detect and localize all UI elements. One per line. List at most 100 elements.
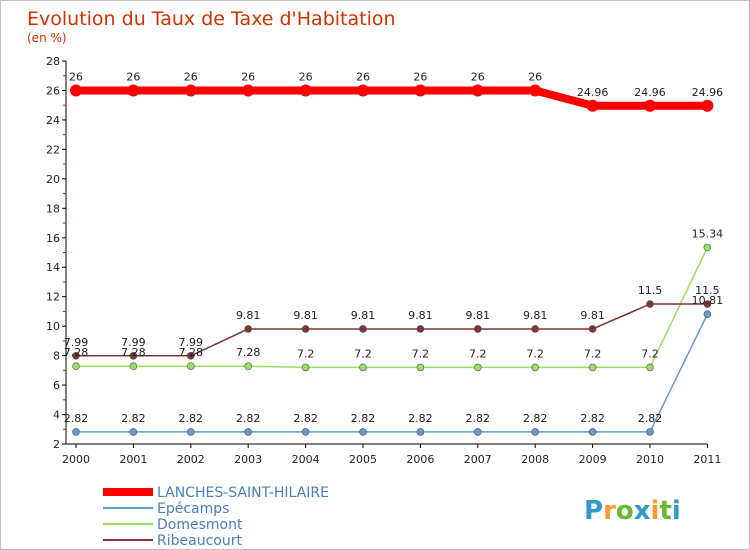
data-label: 24.96: [634, 86, 666, 99]
data-point: [646, 363, 654, 372]
data-label: 9.81: [408, 309, 433, 322]
y-tick-label: 6: [53, 379, 60, 392]
legend-label: Epécamps: [157, 501, 229, 517]
data-label: 2.82: [121, 412, 146, 425]
x-tick-label: 2005: [349, 453, 377, 466]
series-line: [75, 246, 709, 369]
data-label: 7.28: [121, 346, 146, 359]
x-tick-label: 2008: [521, 453, 549, 466]
data-point: [646, 428, 654, 436]
logo-letter: r: [603, 496, 616, 526]
data-label: 15.34: [692, 227, 724, 240]
data-label: 7.28: [179, 346, 204, 359]
legend-label: LANCHES-SAINT-HILAIRE: [157, 485, 329, 501]
data-label: 9.81: [236, 309, 261, 322]
y-tick-label: 12: [46, 291, 60, 304]
data-point: [588, 325, 597, 333]
data-label: 2.82: [466, 412, 491, 425]
data-label: 2.82: [179, 412, 204, 425]
data-label: 2.82: [236, 412, 261, 425]
y-tick-label: 28: [46, 55, 60, 68]
series-ep-camps: [72, 310, 712, 436]
y-tick-label: 22: [46, 143, 60, 156]
y-tick-label: 2: [53, 438, 60, 451]
data-label: 26: [471, 70, 485, 83]
legend-label: Domesmont: [157, 517, 243, 533]
data-label: 2.82: [293, 412, 318, 425]
logo-letter: i: [651, 496, 660, 526]
data-label: 7.2: [469, 347, 487, 360]
data-point: [129, 428, 138, 436]
series-line: [75, 303, 709, 357]
data-label: 2.82: [523, 412, 548, 425]
data-point: [471, 84, 484, 97]
data-point: [703, 300, 712, 308]
data-label: 26: [356, 70, 370, 83]
legend-label: Ribeaucourt: [157, 533, 242, 549]
data-point: [529, 84, 542, 97]
data-point: [531, 428, 540, 436]
data-point: [473, 363, 482, 372]
y-tick-label: 14: [46, 261, 60, 274]
x-tick-label: 2006: [406, 453, 434, 466]
data-point: [473, 428, 482, 436]
chart-subtitle: (en %): [27, 31, 67, 45]
data-point: [242, 84, 255, 97]
data-label: 26: [69, 70, 83, 83]
logo-letter: x: [634, 496, 651, 526]
data-label: 26: [126, 70, 140, 83]
y-tick-label: 10: [46, 320, 60, 333]
data-point: [299, 84, 312, 97]
data-label: 26: [241, 70, 255, 83]
data-point: [359, 428, 367, 436]
data-labels-3: 7.28 7.28 7.28 7.28 7.2 7.2 7.2 7.2 7.2 7.2 7.2 15.…: [64, 227, 723, 360]
data-point: [187, 351, 195, 360]
data-label: 7.2: [641, 347, 659, 360]
data-label: 2.82: [64, 412, 89, 425]
x-tick-label: 2001: [119, 453, 147, 466]
data-point: [703, 243, 712, 252]
data-point: [129, 362, 138, 371]
data-label: 26: [413, 70, 427, 83]
data-point: [127, 84, 140, 97]
chart-title: Evolution du Taux de Taxe d'Habitation: [27, 8, 396, 30]
data-label: 7.99: [179, 336, 204, 349]
data-point: [701, 99, 714, 112]
data-point: [244, 362, 252, 371]
data-label: 7.99: [121, 336, 146, 349]
data-point: [72, 351, 80, 360]
logo-letter: i: [672, 496, 681, 526]
x-tick-label: 2003: [234, 453, 262, 466]
data-point: [129, 351, 138, 360]
data-label: 7.2: [584, 347, 602, 360]
data-point: [586, 99, 599, 112]
series-line: [72, 86, 712, 110]
x-tick-label: 2004: [292, 453, 320, 466]
data-label: 26: [299, 70, 313, 83]
data-point: [646, 300, 654, 308]
y-tick-label: 16: [46, 232, 60, 245]
data-point: [357, 84, 369, 97]
data-label: 9.81: [351, 309, 376, 322]
data-label: 2.82: [580, 412, 605, 425]
data-point: [414, 84, 427, 97]
y-tick-label: 4: [53, 409, 60, 422]
data-point: [416, 363, 425, 372]
data-point: [244, 325, 252, 333]
data-label: 7.28: [236, 346, 261, 359]
logo-letter: P: [584, 496, 603, 526]
y-tick-label: 8: [53, 350, 60, 363]
data-point: [301, 428, 310, 436]
data-label: 7.2: [354, 347, 372, 360]
series-lanches-saint-hilaire: [70, 84, 714, 112]
data-point: [531, 325, 540, 333]
data-label: 11.5: [638, 284, 663, 297]
series-domesmont: [72, 243, 712, 372]
data-label: 24.96: [692, 86, 724, 99]
data-point: [70, 84, 82, 97]
data-point: [301, 325, 310, 333]
data-point: [72, 428, 80, 436]
logo-letter: t: [659, 496, 671, 526]
data-label: 7.2: [412, 347, 430, 360]
